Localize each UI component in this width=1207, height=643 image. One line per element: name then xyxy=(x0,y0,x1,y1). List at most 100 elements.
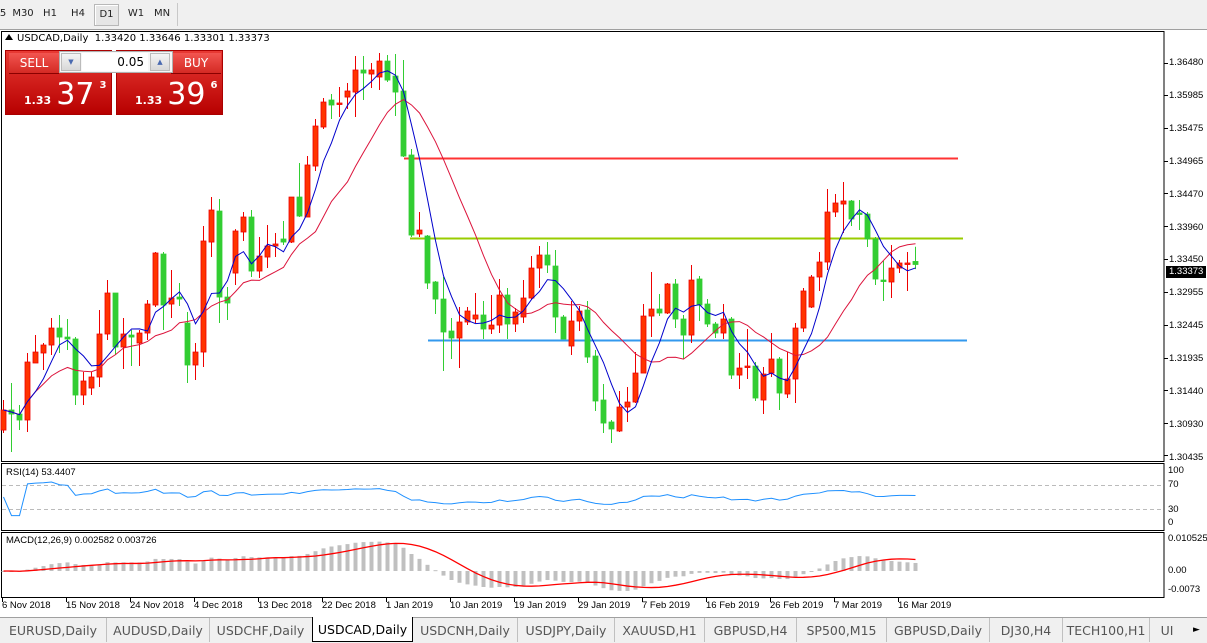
macd-histogram-bar xyxy=(777,571,782,579)
macd-histogram-bar xyxy=(793,571,798,578)
macd-histogram-bar xyxy=(257,557,262,571)
tab-audusd-daily[interactable]: AUDUSD,Daily xyxy=(107,618,210,642)
bearish-candle xyxy=(872,238,879,280)
macd-histogram-bar xyxy=(161,559,166,571)
bearish-candle xyxy=(704,303,711,325)
timeframe-h4-button[interactable]: H4 xyxy=(71,8,85,19)
rsi-level-0: 0 xyxy=(1168,517,1174,528)
chart-header: USDCAD,Daily 1.33420 1.33646 1.33301 1.3… xyxy=(5,33,270,44)
macd-histogram-bar xyxy=(889,560,894,571)
buy-button[interactable]: BUY xyxy=(171,53,221,74)
macd-histogram-bar xyxy=(273,557,278,571)
lot-decrease-icon[interactable]: ▼ xyxy=(61,53,81,71)
tab-usdjpy-daily[interactable]: USDJPY,Daily xyxy=(518,618,615,642)
timeframe-h1-button[interactable]: H1 xyxy=(43,8,57,19)
bullish-candle xyxy=(80,380,87,396)
price-chart[interactable] xyxy=(0,30,1207,617)
lot-size-stepper[interactable]: ▼ 0.05 ▲ xyxy=(59,51,173,73)
tab-ui[interactable]: UI xyxy=(1160,623,1174,638)
macd-histogram-bar xyxy=(241,556,246,571)
lot-size-input[interactable]: 0.05 xyxy=(82,53,148,71)
bullish-candle xyxy=(840,200,847,205)
macd-histogram-bar xyxy=(361,542,366,571)
sell-panel[interactable]: SELL 1.33 37 3 xyxy=(5,50,112,115)
tab-xauusd-h1[interactable]: XAUUSD,H1 xyxy=(615,618,705,642)
macd-histogram-bar xyxy=(433,570,438,572)
date-tick-label: 10 Jan 2019 xyxy=(450,600,503,611)
bearish-candle xyxy=(600,399,607,424)
tab-usdcnh-daily[interactable]: USDCNH,Daily xyxy=(413,618,518,642)
date-tick-label: 7 Mar 2019 xyxy=(834,600,883,611)
tab-eurusd-daily[interactable]: EURUSD,Daily xyxy=(0,618,107,642)
bullish-candle xyxy=(536,254,543,269)
tab-gbpusd-h4[interactable]: GBPUSD,H4 xyxy=(705,618,797,642)
macd-histogram-bar xyxy=(465,571,470,585)
collapse-triangle-icon[interactable] xyxy=(5,34,13,40)
bearish-candle xyxy=(56,327,63,338)
macd-histogram-bar xyxy=(657,571,662,581)
macd-histogram-bar xyxy=(409,554,414,571)
tabs-scroll-right-icon[interactable]: ► xyxy=(1193,625,1200,635)
macd-histogram-bar xyxy=(609,571,614,591)
macd-histogram-bar xyxy=(449,571,454,580)
one-click-trading-panel: SELL 1.33 37 3 BUY 1.33 39 6 ▼ 0.05 ▲ xyxy=(5,50,224,115)
macd-histogram-bar xyxy=(561,571,566,582)
date-tick-label: 1 Jan 2019 xyxy=(386,600,434,611)
sell-price[interactable]: 1.33 37 3 xyxy=(24,78,106,112)
bearish-candle xyxy=(184,322,191,366)
macd-histogram-bar xyxy=(417,558,422,571)
sell-price-prefix: 1.33 xyxy=(24,94,52,107)
tab-tech100-h1[interactable]: TECH100,H1 xyxy=(1063,618,1150,642)
buy-price[interactable]: 1.33 39 6 xyxy=(135,78,217,112)
macd-histogram-bar xyxy=(665,571,670,578)
timeframe-d1-button[interactable]: D1 xyxy=(94,4,119,26)
bullish-candle xyxy=(624,401,631,408)
sell-button[interactable]: SELL xyxy=(9,53,59,74)
toolbar-separator xyxy=(177,3,178,26)
macd-histogram-bar xyxy=(529,571,534,584)
bullish-candle xyxy=(96,333,103,378)
bearish-candle xyxy=(440,298,447,333)
macd-histogram-bar xyxy=(193,563,198,571)
rsi-line xyxy=(3,481,916,517)
bearish-candle xyxy=(696,278,703,306)
tab-dj30-h4[interactable]: DJ30,H4 xyxy=(990,618,1063,642)
bullish-candle xyxy=(816,261,823,278)
macd-histogram-bar xyxy=(905,562,910,571)
tab-gbpusd-daily[interactable]: GBPUSD,Daily xyxy=(887,618,990,642)
bullish-candle xyxy=(136,332,143,344)
macd-histogram-bar xyxy=(145,561,150,571)
macd-histogram-bar xyxy=(353,542,358,571)
bullish-candle xyxy=(528,267,535,299)
macd-histogram-bar xyxy=(177,559,182,571)
timeframe-mn-button[interactable]: MN xyxy=(153,8,171,19)
tab-usdchf-daily[interactable]: USDCHF,Daily xyxy=(216,623,305,638)
macd-histogram-bar xyxy=(617,571,622,591)
macd-histogram-bar xyxy=(377,541,382,571)
bearish-candle xyxy=(752,365,759,399)
bearish-candle xyxy=(424,235,431,284)
price-tick-label: 1.30930 xyxy=(1169,418,1204,430)
macd-histogram-bar xyxy=(513,571,518,587)
timeframe-w1-button[interactable]: W1 xyxy=(127,8,145,19)
macd-histogram-bar xyxy=(601,571,606,589)
tab-usdcad-daily[interactable]: USDCAD,Daily xyxy=(312,617,413,642)
timeframe-m15-button[interactable]: 5 xyxy=(0,8,7,19)
macd-panel-frame xyxy=(1,532,1165,598)
macd-histogram-bar xyxy=(825,564,830,571)
bearish-candle xyxy=(328,99,335,106)
tab-sp500-m15[interactable]: SP500,M15 xyxy=(797,618,887,642)
bearish-candle xyxy=(176,296,183,300)
bearish-candle xyxy=(856,212,863,215)
timeframe-m30-button[interactable]: M30 xyxy=(12,8,34,19)
rsi-level-100: 100 xyxy=(1168,465,1184,476)
date-tick-label: 6 Nov 2018 xyxy=(2,600,51,611)
macd-histogram-bar xyxy=(697,571,702,573)
macd-histogram-bar xyxy=(873,558,878,571)
macd-histogram-bar xyxy=(185,561,190,571)
date-tick-label: 19 Jan 2019 xyxy=(514,600,567,611)
lot-increase-icon[interactable]: ▲ xyxy=(150,53,170,71)
macd-histogram-bar xyxy=(729,571,734,575)
bullish-candle xyxy=(632,372,639,403)
macd-level-min: -0.0073 xyxy=(1168,584,1201,595)
